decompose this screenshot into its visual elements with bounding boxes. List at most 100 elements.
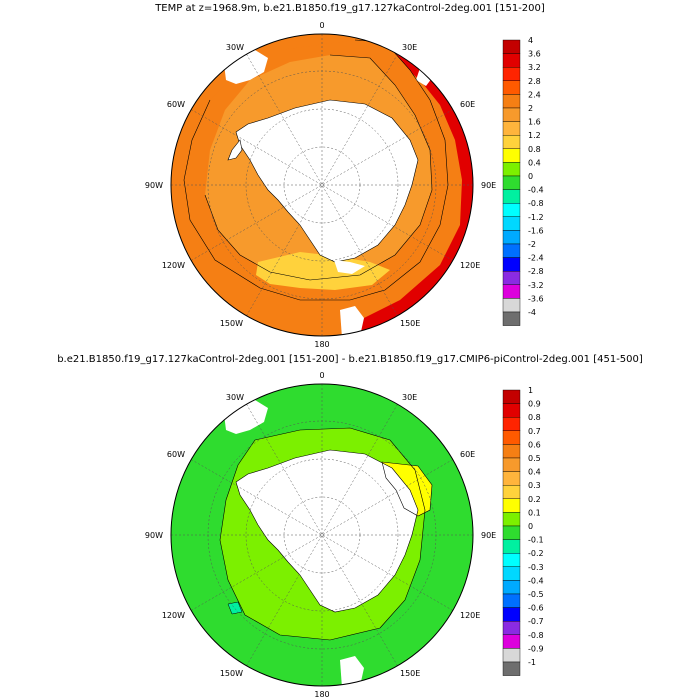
colorbar-label: -1.6 xyxy=(528,226,544,235)
colorbar-label: -2 xyxy=(528,240,536,249)
lon-label: 150W xyxy=(220,319,243,328)
colorbar-swatch xyxy=(502,430,521,445)
colorbar-swatch xyxy=(502,284,521,299)
ice-patch-ross xyxy=(334,260,365,274)
colorbar-swatch xyxy=(502,80,521,95)
colorbar-swatch xyxy=(502,471,521,486)
colorbar-swatch xyxy=(502,66,521,81)
colorbar-label: 0.4 xyxy=(528,158,541,167)
lon-label: 60E xyxy=(460,450,475,459)
lon-label: 120E xyxy=(460,261,480,270)
colorbar-swatch xyxy=(502,580,521,595)
colorbar-label: 0.8 xyxy=(528,145,541,154)
colorbar-swatch xyxy=(502,257,521,272)
colorbar-label: -3.2 xyxy=(528,281,544,290)
panel-2-map-border xyxy=(170,383,474,687)
colorbar-label: 0.2 xyxy=(528,495,541,504)
warm-band xyxy=(345,40,473,336)
colorbar-swatch xyxy=(502,417,521,432)
lon-label: 30E xyxy=(402,393,417,402)
colorbar-label: 0.7 xyxy=(528,427,541,436)
band-1-6 xyxy=(256,252,390,290)
colorbar-label: -0.9 xyxy=(528,644,544,653)
colorbar-label: 1.6 xyxy=(528,118,541,127)
colorbar-swatch xyxy=(502,216,521,231)
panel-2-longitude-labels: 0 30E 60E 90E 120E 150E 180 150W 120W 90… xyxy=(145,371,496,699)
colorbar-swatch xyxy=(502,162,521,177)
panel-2: b.e21.B1850.f19_g17.127kaControl-2deg.00… xyxy=(57,354,643,699)
lon-label: 180 xyxy=(314,690,329,699)
lon-label: 150E xyxy=(400,319,420,328)
colorbar-label: -0.2 xyxy=(528,549,544,558)
colorbar-swatch xyxy=(502,498,521,513)
panel-1-colorbar: 4 3.6 3.2 2.8 2.4 2 1.6 1.2 0.8 0.4 0 -0.4 -0.8 -1.2 -… xyxy=(502,36,544,326)
panel-1-title: TEMP at z=1968.9m, b.e21.B1850.f19_g17.1… xyxy=(154,3,545,14)
panel-1-map-border xyxy=(170,33,474,337)
colorbar-swatch xyxy=(502,230,521,245)
panel-2-map xyxy=(171,384,473,686)
colorbar-swatch xyxy=(502,311,521,326)
colorbar-swatch xyxy=(502,107,521,122)
colorbar-swatch xyxy=(502,457,521,472)
antarctica xyxy=(235,449,419,613)
lon-label: 60W xyxy=(167,450,185,459)
lon-label: 90W xyxy=(145,531,163,540)
colorbar-label: 1.2 xyxy=(528,131,541,140)
colorbar-label: 0.5 xyxy=(528,454,541,463)
panel-1: TEMP at z=1968.9m, b.e21.B1850.f19_g17.1… xyxy=(145,3,545,349)
lon-label: 90W xyxy=(145,181,163,190)
colorbar-label: -1 xyxy=(528,658,536,667)
colorbar-swatch xyxy=(502,566,521,581)
colorbar-swatch xyxy=(502,607,521,622)
lon-label: 0 xyxy=(319,21,324,30)
colorbar-swatch xyxy=(502,175,521,190)
colorbar-label: -3.6 xyxy=(528,294,544,303)
colorbar-swatch xyxy=(502,202,521,217)
colorbar-swatch xyxy=(502,189,521,204)
colorbar-label: 0.1 xyxy=(528,508,541,517)
land-australia xyxy=(340,656,364,686)
colorbar-label: -2.8 xyxy=(528,267,544,276)
colorbar-label: -0.3 xyxy=(528,563,544,572)
graticule xyxy=(171,384,473,686)
antarctic-peninsula xyxy=(227,139,243,161)
colorbar-swatch xyxy=(502,243,521,258)
lon-label: 90E xyxy=(481,531,496,540)
lon-label: 30W xyxy=(226,393,244,402)
panel-2-title: b.e21.B1850.f19_g17.127kaControl-2deg.00… xyxy=(57,354,643,365)
colorbar-label: -0.4 xyxy=(528,576,544,585)
panel-1-longitude-labels: 0 30E 60E 90E 120E 150E 180 150W 120W 90… xyxy=(145,21,496,349)
lon-label: 120E xyxy=(460,611,480,620)
colorbar-label: -4 xyxy=(528,308,536,317)
lon-label: 120W xyxy=(162,611,185,620)
colorbar-swatch xyxy=(502,134,521,149)
colorbar-label: -0.8 xyxy=(528,631,544,640)
colorbar-swatch xyxy=(502,634,521,649)
colorbar-swatch xyxy=(502,403,521,418)
colorbar-swatch xyxy=(502,94,521,109)
graticule xyxy=(171,34,473,336)
colorbar-swatch xyxy=(502,485,521,500)
colorbar-swatch xyxy=(502,593,521,608)
land-australia xyxy=(340,306,364,336)
colorbar-label: -0.7 xyxy=(528,617,544,626)
colorbar-swatch xyxy=(502,53,521,68)
colorbar-label: 3.6 xyxy=(528,50,541,59)
colorbar-swatch xyxy=(502,271,521,286)
colorbar-swatch xyxy=(502,121,521,136)
contours xyxy=(219,427,433,641)
colorbar-label: -0.5 xyxy=(528,590,544,599)
colorbar-label: 2 xyxy=(528,104,533,113)
colorbar-label: 4 xyxy=(528,36,533,45)
colorbar-swatch xyxy=(502,621,521,636)
colorbar-swatch xyxy=(502,389,521,404)
colorbar-swatch xyxy=(502,298,521,313)
colorbar-swatch xyxy=(502,512,521,527)
colorbar-label: 0 xyxy=(528,522,533,531)
colorbar-swatch xyxy=(502,39,521,54)
colorbar-label: 0.8 xyxy=(528,413,541,422)
lon-label: 150E xyxy=(400,669,420,678)
colorbar-label: 3.2 xyxy=(528,63,541,72)
colorbar-label: -2.4 xyxy=(528,254,544,263)
panel-2-colorbar: 1 0.9 0.8 0.7 0.6 0.5 0.4 0.3 0.2 0.1 0 -0.1 -0.2 -0.… xyxy=(502,386,544,676)
